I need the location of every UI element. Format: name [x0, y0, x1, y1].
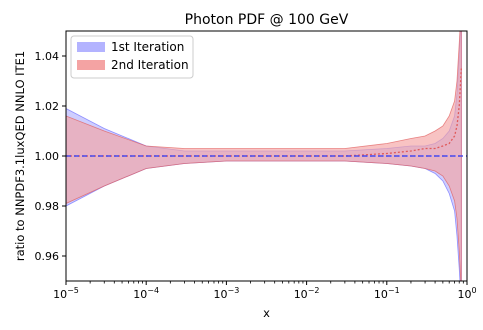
legend-label-1st-iteration: 1st Iteration: [111, 40, 184, 54]
y-tick-label: 0.98: [35, 200, 60, 213]
x-tick-label: 10−2: [294, 286, 320, 301]
x-tick-label: 10−4: [133, 286, 159, 301]
legend-label-2nd-iteration: 2nd Iteration: [111, 58, 189, 72]
y-axis-ticks: 0.96 0.98 1.00 1.02 1.04: [35, 50, 66, 263]
x-tick-label: 100: [457, 286, 476, 301]
y-tick-label: 1.02: [35, 100, 60, 113]
x-tick-label: 10−5: [53, 286, 79, 301]
legend: 1st Iteration 2nd Iteration: [70, 35, 194, 79]
y-tick-label: 0.96: [35, 250, 60, 263]
legend-swatch-2nd-iteration: [77, 60, 105, 70]
y-tick-label: 1.04: [35, 50, 60, 63]
x-axis-label: x: [263, 306, 270, 320]
chart-title: Photon PDF @ 100 GeV: [185, 12, 349, 28]
legend-swatch-1st-iteration: [77, 42, 105, 52]
x-tick-label: 10−3: [214, 286, 240, 301]
x-axis-ticks: 10−5 10−4 10−3 10−2 10−1 100: [53, 281, 477, 301]
y-axis-label: ratio to NNPDF3.1luxQED NNLO ITE1: [13, 51, 27, 261]
y-tick-label: 1.00: [35, 150, 60, 163]
x-tick-label: 10−1: [374, 286, 400, 301]
